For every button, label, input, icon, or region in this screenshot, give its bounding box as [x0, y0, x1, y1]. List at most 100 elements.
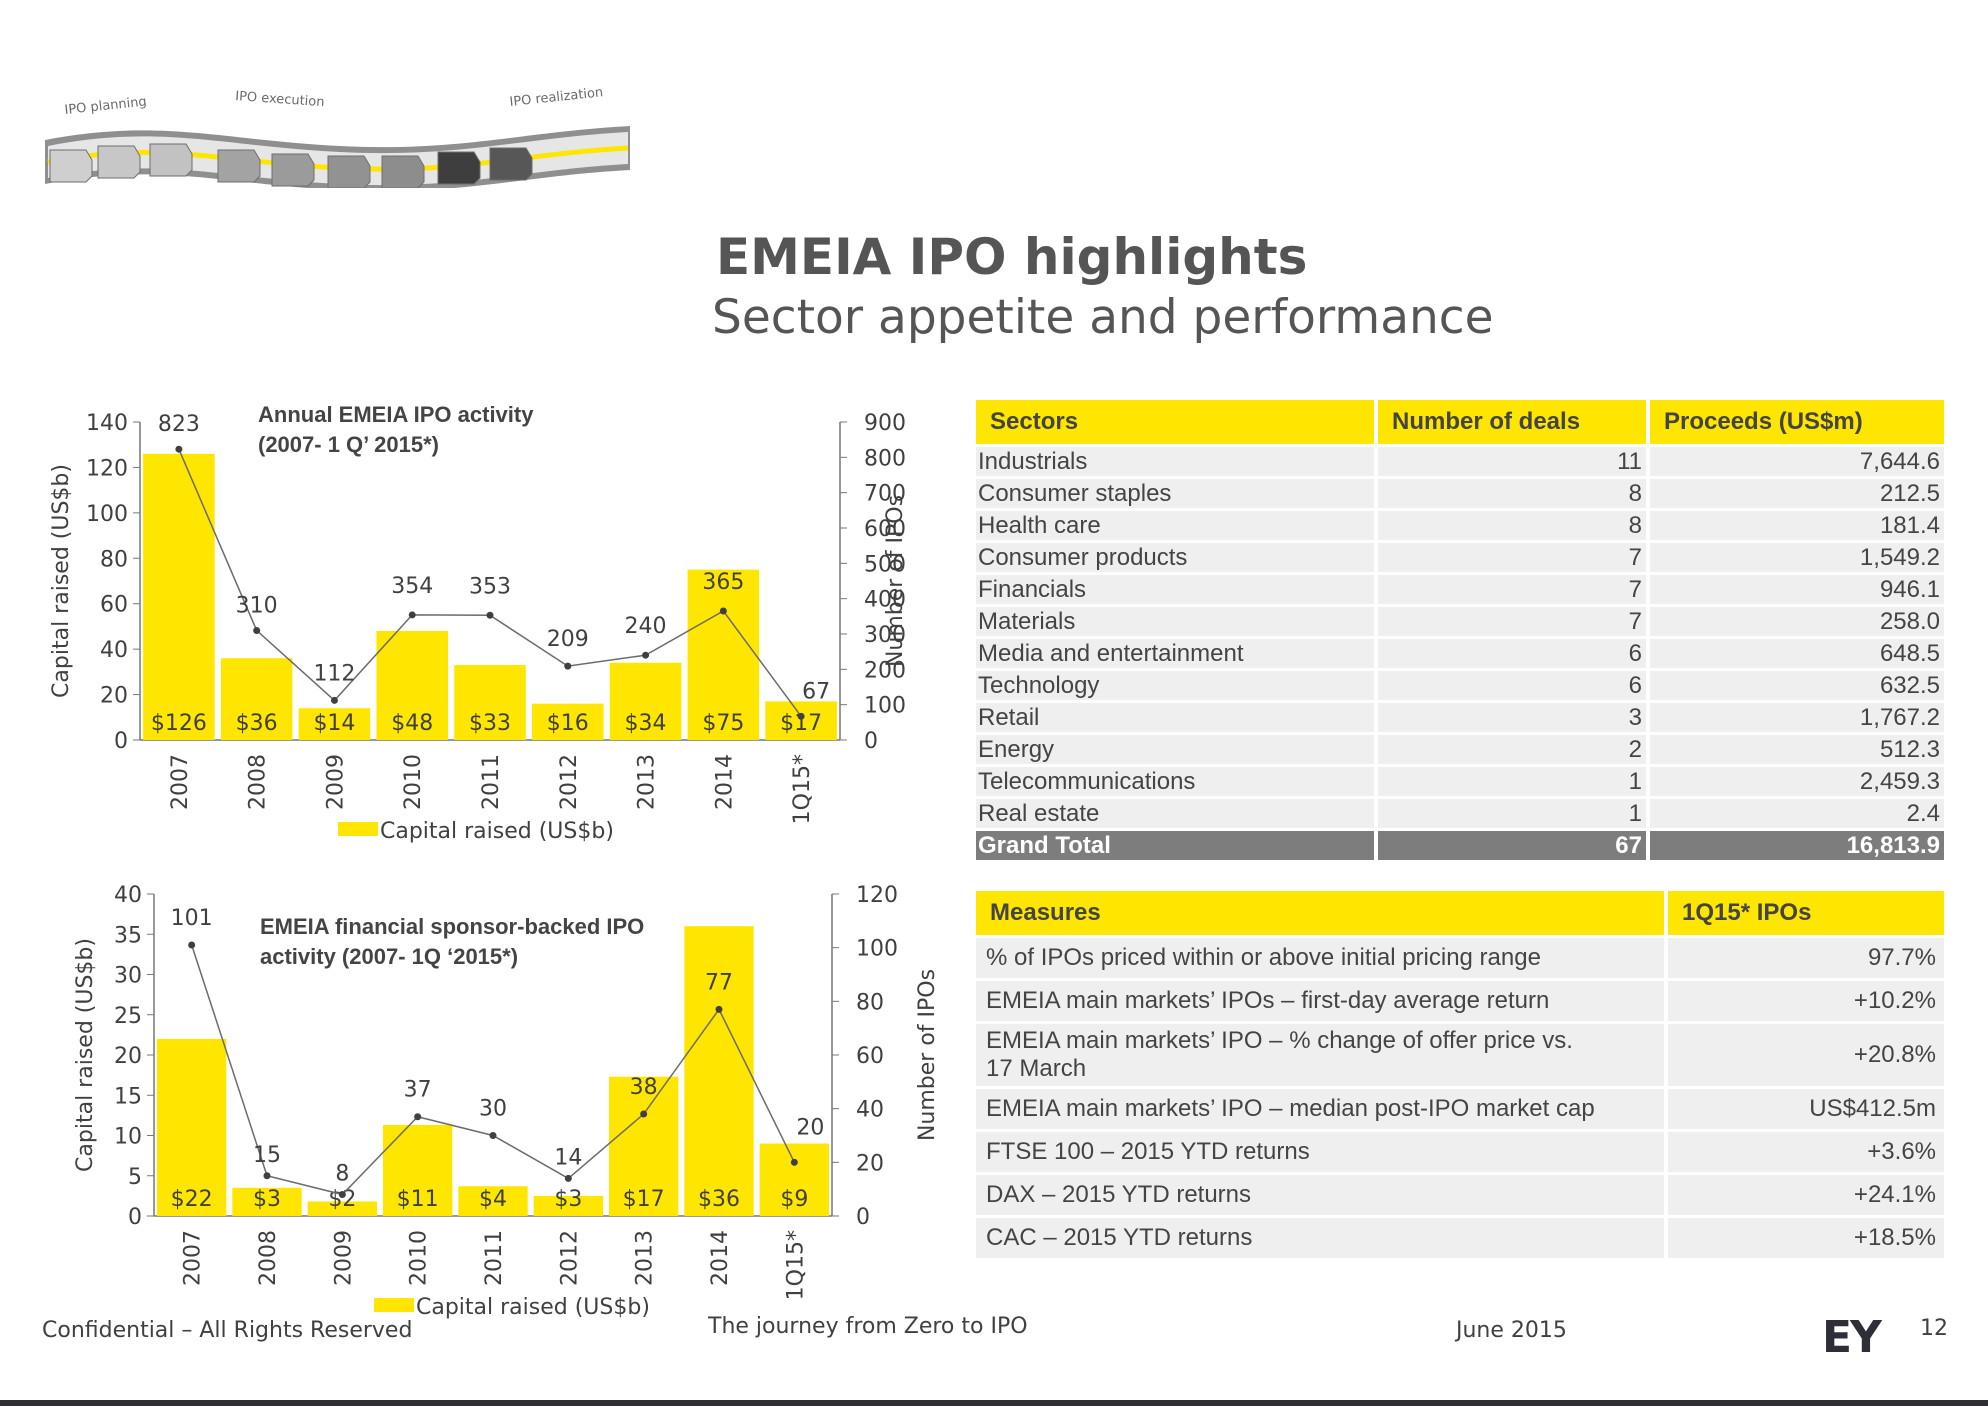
col-sectors: Sectors	[976, 400, 1374, 444]
measure-label-line: EMEIA main markets’ IPO – % change of of…	[986, 1027, 1573, 1054]
sector-name: Materials	[976, 607, 1374, 636]
bar-value-label: $16	[547, 711, 589, 736]
sector-row: Health care 8 181.4	[976, 511, 1944, 540]
y2-tick-label: 800	[864, 446, 906, 471]
y-tick-label: 120	[86, 456, 128, 481]
sector-row: Industrials 11 7,644.6	[976, 447, 1944, 476]
proceeds-value: 7,644.6	[1646, 447, 1944, 476]
y-tick-label: 0	[114, 729, 128, 754]
col-1q15-ipos: 1Q15* IPOs	[1664, 891, 1944, 935]
y-tick-label: 80	[100, 547, 128, 572]
proceeds-value: 1,549.2	[1646, 543, 1944, 572]
ipo-count-point	[564, 662, 572, 670]
measure-value: 97.7%	[1664, 938, 1944, 978]
sector-name: Health care	[976, 511, 1374, 540]
y-tick-label: 100	[86, 502, 128, 527]
ipo-count-point	[175, 445, 183, 453]
deal-count: 8	[1374, 511, 1646, 540]
y-tick-label: 30	[114, 964, 142, 989]
ipo-count-point	[790, 1158, 798, 1166]
bar-value-label: $126	[151, 711, 207, 736]
deal-count: 1	[1374, 799, 1646, 828]
y2-tick-label: 0	[864, 729, 878, 754]
ipo-count-point	[486, 611, 494, 619]
bar-2007	[143, 453, 215, 740]
bar-value-label: $17	[623, 1187, 665, 1212]
category-label: 2008	[256, 1230, 281, 1286]
measure-row: FTSE 100 – 2015 YTD returns +3.6%	[976, 1132, 1944, 1172]
footer-tagline: The journey from Zero to IPO	[708, 1314, 1028, 1339]
y-axis-title: Capital raised (US$b)	[49, 464, 74, 698]
sector-name: Consumer staples	[976, 479, 1374, 508]
page-title: EMEIA IPO highlights	[716, 228, 1308, 286]
sector-row: Consumer products 7 1,549.2	[976, 543, 1944, 572]
measure-value: +24.1%	[1664, 1175, 1944, 1215]
measure-label: EMEIA main markets’ IPO – % change of of…	[976, 1024, 1664, 1086]
y2-tick-label: 400	[864, 588, 906, 613]
footer-date: June 2015	[1456, 1318, 1567, 1343]
sector-row: Retail 3 1,767.2	[976, 703, 1944, 732]
ipo-count-label: 38	[630, 1075, 658, 1100]
measure-row: EMEIA main markets’ IPO – % change of of…	[976, 1024, 1944, 1086]
legend-swatch	[374, 1298, 414, 1312]
annual-ipo-activity-chart: 0 20 40 60 80 100 120 140 0 100 200 300 400 500 600 700…	[49, 402, 908, 844]
bar-value-label: $14	[313, 711, 355, 736]
category-label: 2010	[401, 754, 426, 810]
proceeds-value: 512.3	[1646, 735, 1944, 764]
proceeds-value: 648.5	[1646, 639, 1944, 668]
ipo-count-label: 310	[236, 593, 278, 618]
bar-2011	[458, 1186, 528, 1216]
sector-name: Real estate	[976, 799, 1374, 828]
ipo-count-label: 8	[335, 1162, 349, 1187]
ipo-count-point	[338, 1191, 346, 1199]
bar-value-label: $4	[479, 1187, 507, 1212]
measure-row: DAX – 2015 YTD returns +24.1%	[976, 1175, 1944, 1215]
measure-row: CAC – 2015 YTD returns +18.5%	[976, 1218, 1944, 1258]
measure-label: % of IPOs priced within or above initial…	[976, 938, 1664, 978]
col-proceeds: Proceeds (US$m)	[1646, 400, 1944, 444]
proceeds-value: 1,767.2	[1646, 703, 1944, 732]
y2-tick-label: 120	[856, 883, 898, 908]
bar-2009	[298, 708, 371, 740]
bar-value-label: $36	[698, 1187, 740, 1212]
measure-value: +20.8%	[1664, 1024, 1944, 1086]
bar-value-label: $11	[397, 1187, 439, 1212]
ipo-count-label: 77	[705, 970, 733, 995]
bar-value-label: $2	[328, 1187, 356, 1212]
journey-block-5	[271, 153, 315, 187]
bar-value-label: $75	[702, 711, 744, 736]
measures-header-row: Measures 1Q15* IPOs	[976, 891, 1944, 935]
y2-tick-label: 200	[864, 658, 906, 683]
category-label: 2014	[708, 1230, 733, 1286]
y2-axis-title: Number of IPOs	[883, 495, 908, 667]
grand-total-label: Grand Total	[976, 831, 1374, 860]
ipo-count-point	[489, 1132, 497, 1139]
stage-realization-label: IPO realization	[509, 85, 604, 110]
chart-title: EMEIA financial sponsor-backed IPO activi…	[260, 914, 644, 969]
measure-row: EMEIA main markets’ IPO – median post-IP…	[976, 1089, 1944, 1129]
ipo-count-point	[642, 651, 650, 659]
ipo-count-label: 209	[547, 627, 589, 652]
bottom-rule	[0, 1400, 1988, 1406]
chart-title-line: (2007- 1 Q’ 2015*)	[258, 432, 439, 457]
category-label: 2007	[168, 754, 193, 810]
journey-block-3	[149, 143, 193, 177]
category-label: 2014	[712, 754, 737, 810]
y2-tick-label: 0	[856, 1205, 870, 1230]
bar-2013	[609, 662, 682, 740]
measure-label-line: DAX – 2015 YTD returns	[986, 1181, 1252, 1208]
y-tick-label: 20	[100, 684, 128, 709]
deal-count: 8	[1374, 479, 1646, 508]
ipo-count-label: 30	[479, 1097, 507, 1122]
bar-1Q15*	[759, 1143, 829, 1216]
ipo-count-point	[719, 607, 727, 615]
ipo-count-point	[414, 1113, 422, 1121]
ipo-count-point	[640, 1110, 648, 1118]
measure-label: DAX – 2015 YTD returns	[976, 1175, 1664, 1215]
sector-row: Financials 7 946.1	[976, 575, 1944, 604]
stage-planning-label: IPO planning	[64, 94, 148, 118]
y-tick-label: 60	[100, 593, 128, 618]
bar-value-label: $3	[253, 1187, 281, 1212]
stage-execution-label: IPO execution	[235, 89, 325, 110]
col-deals: Number of deals	[1374, 400, 1646, 444]
